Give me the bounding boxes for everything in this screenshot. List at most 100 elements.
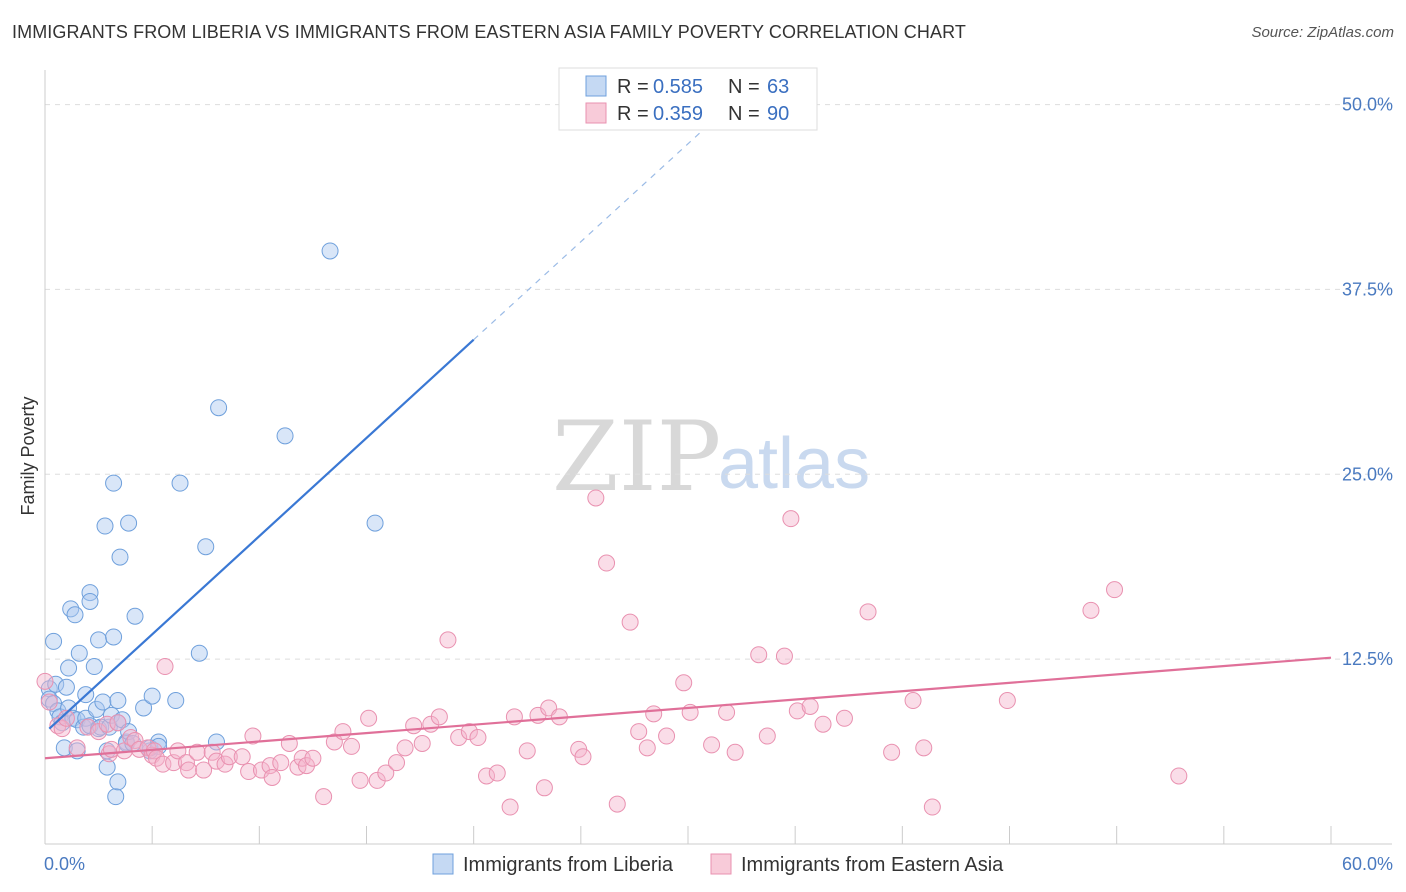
point-eastern-asia xyxy=(883,743,901,761)
point-eastern-asia xyxy=(608,795,626,813)
point-eastern-asia xyxy=(79,718,97,736)
point-liberia xyxy=(321,242,339,260)
point-liberia xyxy=(197,538,215,556)
point-eastern-asia xyxy=(460,723,478,741)
point-eastern-asia xyxy=(775,647,793,665)
y-tick-labels: 12.5% 25.0% 37.5% 50.0% xyxy=(1342,95,1393,670)
legend-r-label-1: R = xyxy=(617,76,649,98)
point-eastern-asia xyxy=(750,646,768,664)
point-eastern-asia xyxy=(835,709,853,727)
point-eastern-asia xyxy=(156,658,174,676)
point-liberia xyxy=(96,517,114,535)
point-eastern-asia xyxy=(188,743,206,761)
legend-swatch-eastern-asia xyxy=(585,102,607,124)
point-liberia xyxy=(107,788,125,806)
point-liberia xyxy=(62,600,80,618)
point-liberia xyxy=(276,427,294,445)
point-eastern-asia xyxy=(630,723,648,741)
point-liberia xyxy=(126,607,144,625)
series-eastern-asia xyxy=(36,489,1188,816)
point-eastern-asia xyxy=(289,758,307,776)
point-eastern-asia xyxy=(574,748,592,766)
point-liberia xyxy=(171,474,189,492)
trend-line-liberia xyxy=(48,338,475,730)
point-eastern-asia xyxy=(478,767,496,785)
point-eastern-asia xyxy=(220,748,238,766)
point-liberia xyxy=(105,628,123,646)
point-eastern-asia xyxy=(315,788,333,806)
point-eastern-asia xyxy=(450,729,468,747)
point-liberia xyxy=(167,692,185,710)
y-tick-label: 37.5% xyxy=(1342,279,1393,299)
trend-lines xyxy=(44,104,1332,760)
point-eastern-asia xyxy=(272,754,290,772)
point-eastern-asia xyxy=(109,714,127,732)
point-liberia xyxy=(81,592,99,610)
point-eastern-asia xyxy=(36,672,54,690)
point-eastern-asia xyxy=(621,613,639,631)
legend-r-value-1: 0.585 xyxy=(653,76,703,98)
point-eastern-asia xyxy=(57,709,75,727)
point-eastern-asia xyxy=(814,715,832,733)
legend-n-value-2: 90 xyxy=(767,103,789,125)
point-liberia xyxy=(120,514,138,532)
point-eastern-asia xyxy=(68,739,86,757)
point-eastern-asia xyxy=(1170,767,1188,785)
point-liberia xyxy=(143,687,161,705)
x-tick-label-max: 60.0% xyxy=(1342,854,1393,874)
point-eastern-asia xyxy=(782,510,800,528)
point-eastern-asia xyxy=(334,723,352,741)
point-eastern-asia xyxy=(439,631,457,649)
point-eastern-asia xyxy=(998,692,1016,710)
point-eastern-asia xyxy=(788,702,806,720)
point-liberia xyxy=(210,399,228,417)
point-eastern-asia xyxy=(915,739,933,757)
point-liberia xyxy=(90,631,108,649)
y-axis-title: Family Poverty xyxy=(18,396,38,515)
point-eastern-asia xyxy=(126,731,144,749)
bottom-legend-label-liberia: Immigrants from Liberia xyxy=(463,854,674,876)
point-eastern-asia xyxy=(233,748,251,766)
axes xyxy=(44,70,1392,845)
point-liberia xyxy=(85,658,103,676)
point-liberia xyxy=(190,644,208,662)
point-eastern-asia xyxy=(388,754,406,772)
point-eastern-asia xyxy=(675,674,693,692)
point-eastern-asia xyxy=(703,736,721,754)
point-eastern-asia xyxy=(535,779,553,797)
point-eastern-asia xyxy=(244,727,262,745)
point-eastern-asia xyxy=(758,727,776,745)
point-liberia xyxy=(60,699,78,717)
point-liberia xyxy=(111,548,129,566)
point-liberia xyxy=(60,659,78,677)
point-eastern-asia xyxy=(904,692,922,710)
point-eastern-asia xyxy=(801,697,819,715)
bottom-legend-swatch-liberia xyxy=(432,853,454,875)
point-eastern-asia xyxy=(396,739,414,757)
x-ticks xyxy=(44,826,1332,844)
point-liberia xyxy=(57,678,75,696)
point-eastern-asia xyxy=(598,554,616,572)
point-eastern-asia xyxy=(195,761,213,779)
point-eastern-asia xyxy=(377,764,395,782)
y-tick-label: 50.0% xyxy=(1342,95,1393,115)
point-eastern-asia xyxy=(718,703,736,721)
legend-n-label-2: N = xyxy=(728,103,760,125)
legend-r-value-2: 0.359 xyxy=(653,103,703,125)
legend-n-value-1: 63 xyxy=(767,76,789,98)
chart-title: IMMIGRANTS FROM LIBERIA VS IMMIGRANTS FR… xyxy=(12,22,966,42)
point-eastern-asia xyxy=(469,729,487,747)
point-eastern-asia xyxy=(342,737,360,755)
point-eastern-asia xyxy=(501,798,519,816)
legend-n-label-1: N = xyxy=(728,76,760,98)
legend-swatch-liberia xyxy=(585,75,607,97)
point-eastern-asia xyxy=(726,743,744,761)
watermark-zip: ZIP xyxy=(552,401,721,513)
point-eastern-asia xyxy=(263,768,281,786)
bottom-legend-swatch-eastern-asia xyxy=(710,853,732,875)
point-liberia xyxy=(66,606,84,624)
point-eastern-asia xyxy=(40,693,58,711)
point-eastern-asia xyxy=(923,798,941,816)
point-eastern-asia xyxy=(645,705,663,723)
